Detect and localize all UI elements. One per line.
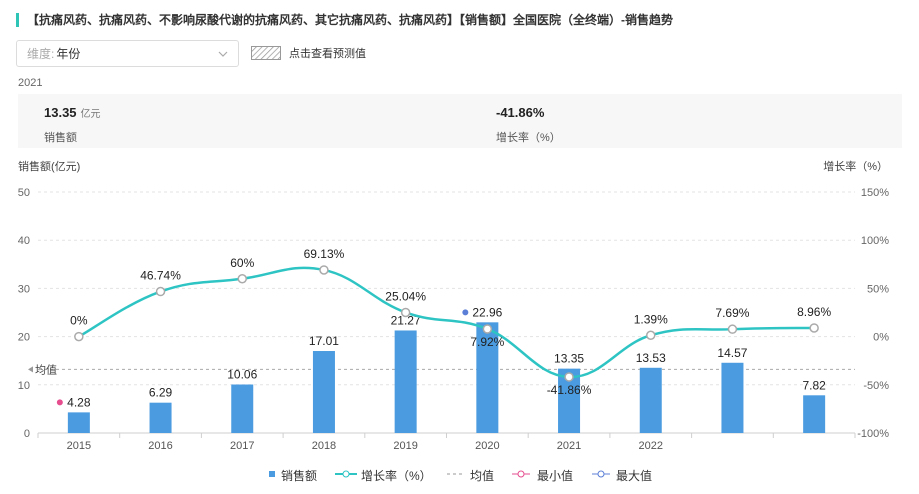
kpi-year: 2021 — [18, 77, 43, 89]
x-tick-label: 2017 — [230, 440, 254, 452]
page-title: 【抗痛风药、抗痛风药、不影响尿酸代谢的抗痛风药、其它抗痛风药、抗痛风药】【销售额… — [27, 13, 674, 27]
bar-value-label: 13.35 — [554, 352, 584, 366]
kpi-sales-label: 销售额 — [44, 132, 77, 144]
growth-rate-label: 46.74% — [140, 269, 181, 283]
y-right-tick-label: 50% — [867, 283, 889, 295]
kpi-growth-label: 增长率（%） — [496, 132, 561, 144]
bar-value-label: 22.96 — [472, 305, 502, 319]
growth-rate-label: 60% — [230, 256, 254, 270]
growth-rate-point — [564, 372, 574, 382]
growth-rate-label: -41.86% — [547, 383, 592, 397]
kpi-panel: 13.35 亿元 销售额 -41.86% 增长率（%） — [18, 94, 902, 148]
x-tick-label: 2022 — [639, 440, 663, 452]
bar-sales — [149, 402, 172, 433]
forecast-toggle[interactable]: 点击查看预测值 — [251, 45, 366, 61]
bar-value-label: 6.29 — [149, 386, 173, 400]
x-tick-label: 2016 — [148, 440, 172, 452]
chart-title-bar: 【抗痛风药、抗痛风药、不影响尿酸代谢的抗痛风药、其它抗痛风药、抗痛风药】【销售额… — [16, 11, 673, 28]
y-left-tick-label: 30 — [18, 283, 30, 295]
x-tick-label: 2020 — [475, 440, 499, 452]
bar-value-label: 17.01 — [309, 334, 339, 348]
min-value-marker — [56, 399, 63, 406]
growth-rate-point — [646, 330, 656, 341]
legend-min-marker — [517, 470, 525, 478]
hatch-pattern-icon — [251, 46, 281, 60]
growth-rate-label: 7.92% — [470, 335, 504, 349]
dimension-select[interactable]: 维度: 年份 — [16, 40, 239, 67]
bar-value-label: 4.28 — [67, 395, 91, 409]
y-right-tick-label: 100% — [861, 235, 889, 247]
bar-sales — [67, 412, 90, 433]
growth-rate-label: 69.13% — [304, 247, 345, 261]
growth-rate-point — [482, 324, 493, 334]
growth-rate-point — [155, 286, 166, 297]
bar-value-label: 14.57 — [717, 346, 747, 360]
y-right-tick-label: 0% — [873, 332, 889, 344]
x-tick-label: 2015 — [67, 440, 91, 452]
bar-sales — [639, 367, 662, 433]
kpi-growth: -41.86% 增长率（%） — [496, 104, 561, 145]
legend-growth-label: 增长率（%） — [361, 468, 432, 483]
y-right-tick-label: -100% — [857, 428, 889, 440]
dimension-value: 年份 — [56, 47, 81, 61]
bar-sales — [803, 395, 826, 433]
y-left-tick-label: 50 — [18, 187, 30, 199]
bar-value-label: 13.53 — [636, 351, 666, 365]
average-label: 均值 — [35, 363, 57, 376]
growth-rate-point — [400, 307, 411, 318]
bar-sales — [476, 322, 499, 433]
legend-min-label: 最小值 — [537, 468, 573, 483]
growth-rate-label: 25.04% — [385, 289, 426, 303]
growth-rate-label: 8.96% — [797, 305, 831, 319]
growth-rate-label: 7.69% — [715, 306, 749, 320]
growth-rate-point — [727, 324, 738, 334]
legend-growth-marker — [342, 470, 350, 478]
legend-max-marker — [597, 470, 605, 478]
growth-rate-point — [237, 274, 247, 284]
growth-rate-point — [74, 331, 84, 342]
bar-value-label: 10.06 — [227, 368, 257, 382]
kpi-sales: 13.35 亿元 销售额 — [44, 104, 101, 145]
growth-rate-point — [809, 323, 819, 333]
title-accent-bar — [16, 12, 19, 27]
growth-rate-label: 0% — [70, 314, 88, 328]
forecast-label: 点击查看预测值 — [289, 48, 366, 60]
y-left-tick-label: 0 — [24, 428, 30, 440]
y-left-tick-label: 10 — [18, 380, 30, 392]
y-right-axis-title: 增长率（%） — [823, 159, 888, 173]
x-tick-label: 2019 — [393, 440, 417, 452]
y-right-tick-label: -50% — [863, 380, 889, 392]
growth-rate-line — [78, 266, 815, 379]
bar-value-label: 21.27 — [391, 313, 421, 327]
growth-rate-label: 1.39% — [634, 312, 668, 326]
kpi-sales-value: 13.35 — [44, 105, 77, 120]
legend-sales-swatch — [269, 471, 275, 477]
y-left-tick-label: 40 — [18, 235, 30, 247]
growth-rate-point — [319, 265, 329, 275]
bar-value-label: 7.82 — [802, 378, 826, 392]
y-right-tick-label: 150% — [861, 187, 889, 199]
y-left-tick-label: 20 — [18, 332, 30, 344]
bar-sales — [721, 362, 744, 433]
legend-sales-label: 销售额 — [281, 468, 317, 483]
bar-sales — [394, 330, 417, 433]
bar-sales — [558, 368, 581, 433]
average-marker-icon — [28, 366, 33, 373]
x-tick-label: 2018 — [312, 440, 336, 452]
x-tick-label: 2021 — [557, 440, 581, 452]
chevron-down-icon — [218, 51, 228, 57]
max-value-marker — [462, 309, 469, 316]
bar-sales — [231, 384, 254, 433]
kpi-sales-unit: 亿元 — [80, 109, 101, 120]
y-left-axis-title: 销售额(亿元) — [18, 159, 80, 173]
legend-average-label: 均值 — [470, 468, 494, 483]
dimension-label: 维度: — [27, 47, 55, 61]
bar-sales — [312, 351, 335, 433]
kpi-growth-value: -41.86% — [496, 105, 545, 120]
legend-max-label: 最大值 — [616, 468, 652, 483]
